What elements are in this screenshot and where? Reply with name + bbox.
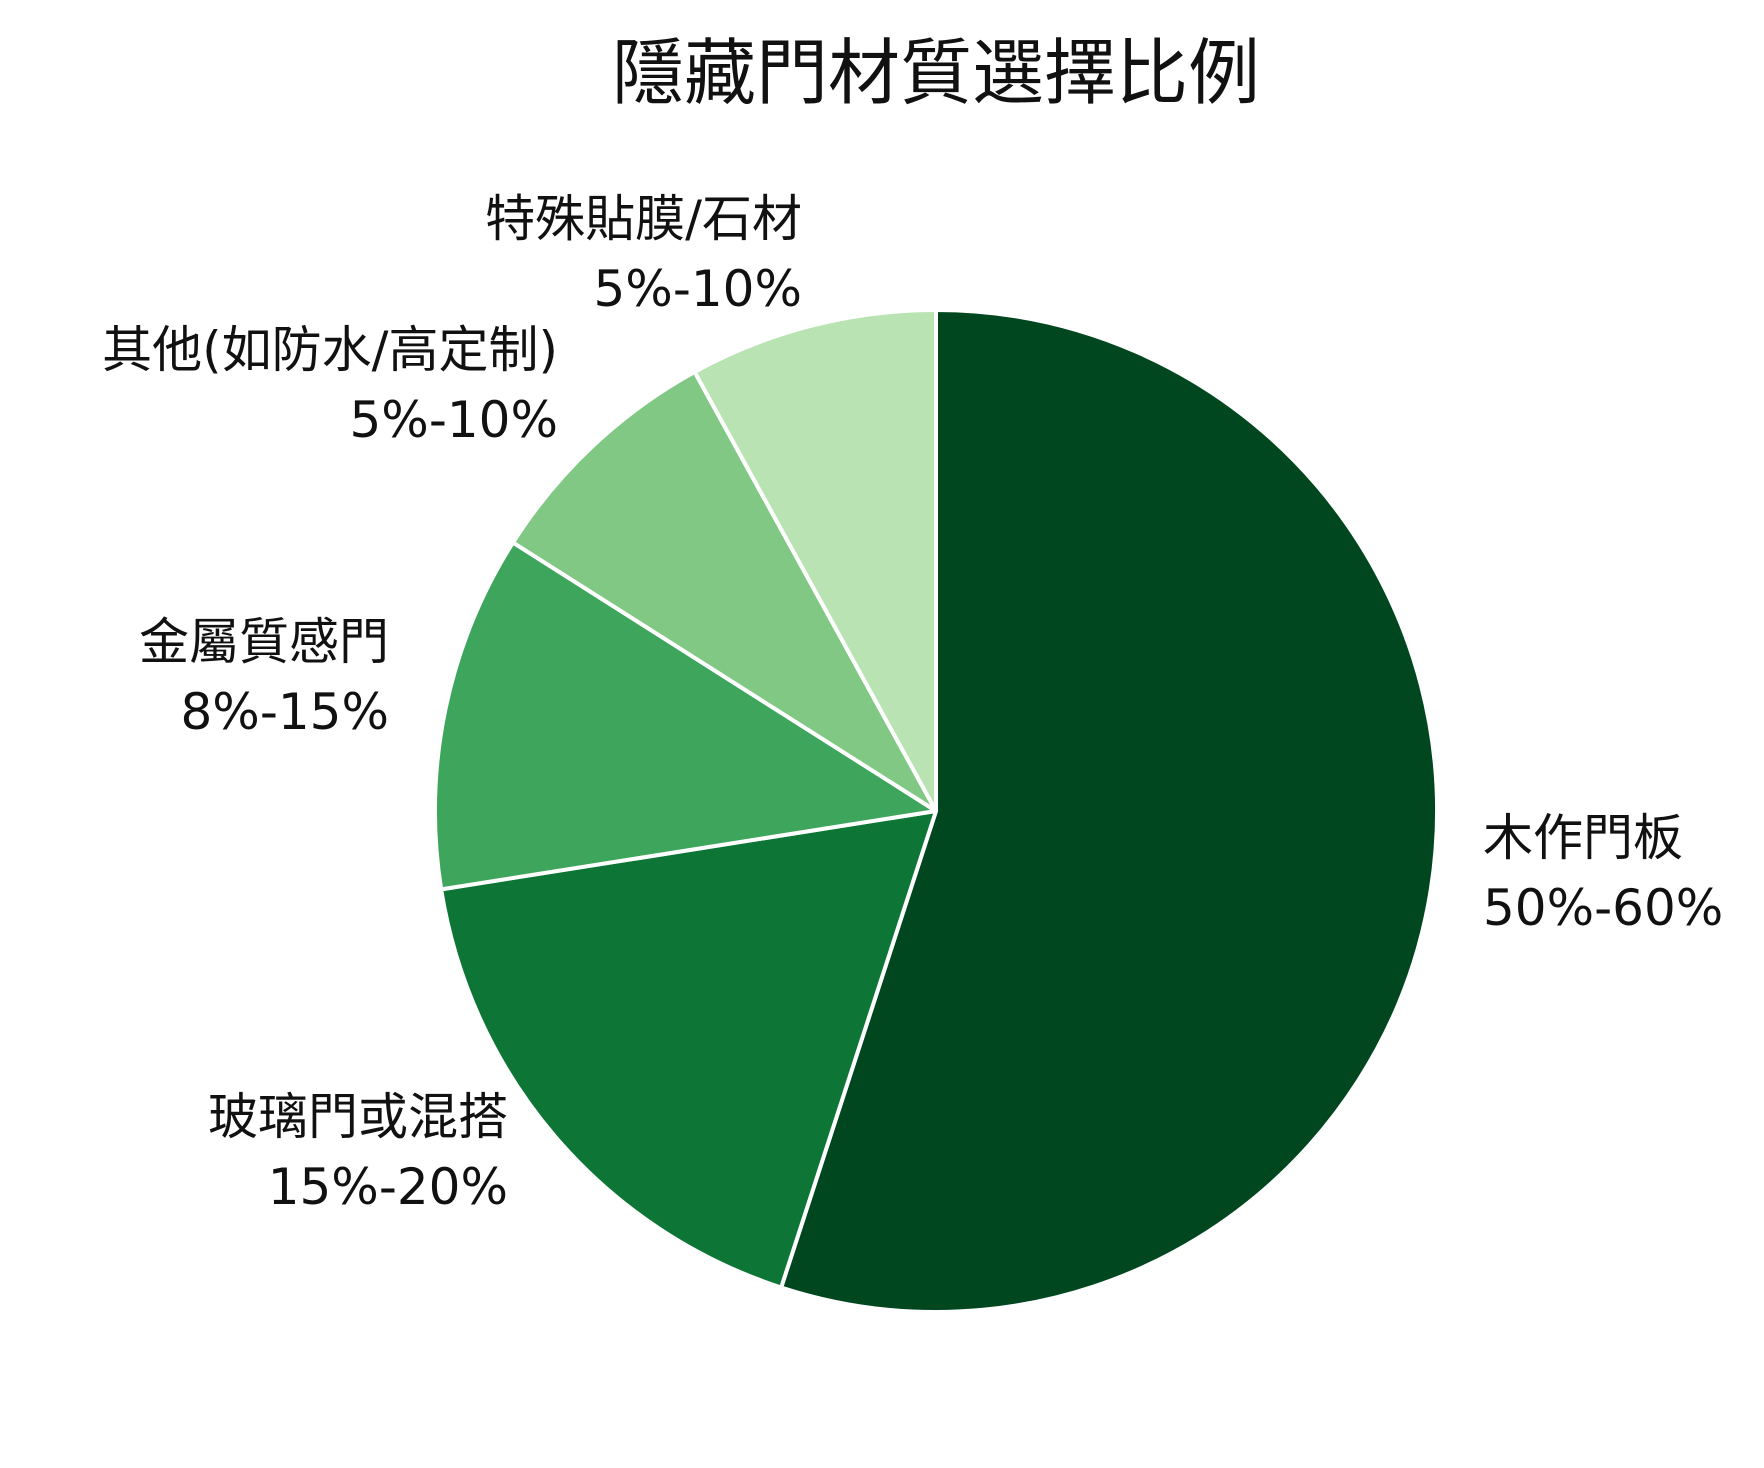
slice-label-name: 木作門板 [1483,809,1683,867]
slice-label-name: 玻璃門或混搭 [208,1088,508,1146]
pie-slice-1 [779,308,1439,1314]
pie-slice-2 [439,809,938,1290]
slice-label-range: 8%-15% [181,683,390,741]
slice-label-name: 其他(如防水/高定制) [102,321,558,379]
slice-label-range: 5%-10% [594,260,803,318]
slice-label-name: 金屬質感門 [139,613,389,671]
slice-labels: 木作門板 50%-60% 玻璃門或混搭 15%-20% 金屬質感門 8%-15% 其他(如防… [102,190,1723,1216]
slice-label-range: 50%-60% [1483,879,1723,937]
pie-slice-4 [510,369,938,813]
slice-label-range: 15%-20% [268,1158,508,1216]
slice-label-range: 5%-10% [350,391,559,449]
pie-slice-5 [692,308,938,813]
pie-slices [433,308,1439,1314]
chart-title: 隱藏門材質選擇比例 [612,31,1260,115]
pie-slice-3 [433,540,938,892]
slice-label-name: 特殊貼膜/石材 [485,190,802,248]
